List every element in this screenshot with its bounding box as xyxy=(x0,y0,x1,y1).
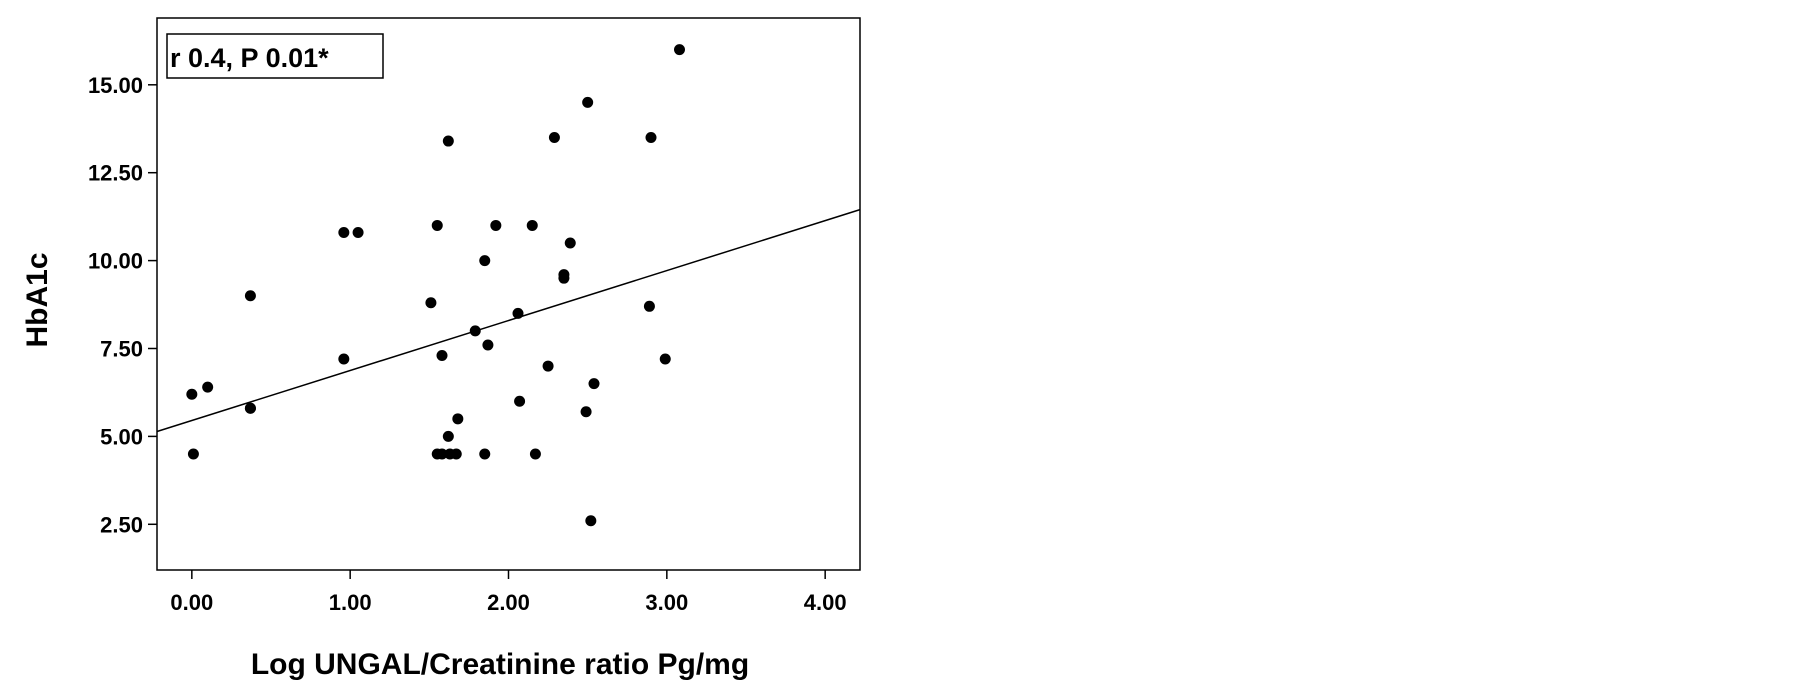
data-points xyxy=(186,44,685,527)
data-point xyxy=(436,350,448,362)
regression-line xyxy=(156,208,861,433)
data-point xyxy=(582,96,594,108)
x-tick-label: 0.00 xyxy=(170,590,213,615)
data-point xyxy=(585,515,597,527)
y-axis: 2.50 5.00 7.50 10.00 12.50 15.00 xyxy=(88,73,157,537)
x-axis-title: Log UNGAL/Creatinine ratio Pg/mg xyxy=(251,648,749,681)
y-tick-label: 2.50 xyxy=(100,512,143,537)
data-point xyxy=(548,132,560,144)
data-point xyxy=(479,448,491,460)
data-point xyxy=(674,44,685,56)
data-point xyxy=(526,219,538,231)
data-point xyxy=(202,381,214,393)
data-point xyxy=(244,402,256,414)
data-point xyxy=(338,353,350,365)
data-point xyxy=(645,132,657,144)
data-point xyxy=(469,325,481,337)
plot-frame xyxy=(156,17,861,571)
data-point xyxy=(442,135,454,147)
y-axis-title: HbA1c xyxy=(21,252,54,347)
data-point xyxy=(431,219,443,231)
data-point xyxy=(186,388,198,400)
data-point xyxy=(643,300,655,312)
data-point xyxy=(187,448,199,460)
data-point xyxy=(352,226,364,238)
data-point xyxy=(244,290,256,302)
x-axis: 0.00 1.00 2.00 3.00 4.00 xyxy=(170,570,847,615)
x-tick-label: 3.00 xyxy=(645,590,688,615)
data-point xyxy=(542,360,554,372)
x-tick-label: 4.00 xyxy=(804,590,847,615)
data-point xyxy=(564,237,576,249)
data-point xyxy=(442,430,454,442)
data-point xyxy=(450,448,462,460)
y-tick-label: 5.00 xyxy=(100,424,143,449)
data-point xyxy=(659,353,671,365)
data-point xyxy=(512,307,524,319)
data-point xyxy=(482,339,494,351)
annotation-box xyxy=(166,33,384,79)
y-tick-label: 10.00 xyxy=(88,249,143,274)
data-point xyxy=(529,448,541,460)
y-tick-label: 15.00 xyxy=(88,73,143,98)
data-point xyxy=(580,406,592,418)
x-tick-label: 2.00 xyxy=(487,590,530,615)
data-point xyxy=(588,378,600,390)
y-tick-label: 12.50 xyxy=(88,161,143,186)
data-point xyxy=(436,448,448,460)
data-point xyxy=(479,255,491,267)
data-point xyxy=(514,395,526,407)
data-point xyxy=(338,226,350,238)
data-point xyxy=(425,297,437,309)
x-tick-label: 1.00 xyxy=(329,590,372,615)
data-point xyxy=(452,413,464,425)
data-point xyxy=(558,272,570,284)
data-point xyxy=(490,219,502,231)
y-tick-label: 7.50 xyxy=(100,336,143,361)
correlation-annotation: r 0.4, P 0.01* xyxy=(170,43,329,73)
